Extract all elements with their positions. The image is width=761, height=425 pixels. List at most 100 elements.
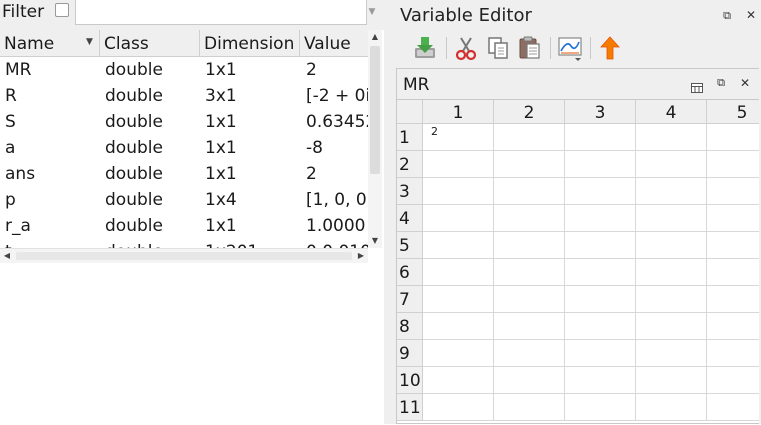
- vertical-scroll-thumb[interactable]: [370, 46, 380, 174]
- sort-descending-icon[interactable]: ▼: [86, 37, 93, 47]
- column-header[interactable]: 4: [636, 100, 707, 124]
- grid-cell[interactable]: [423, 394, 494, 421]
- scroll-right-icon[interactable]: ▶: [357, 251, 365, 260]
- row-header[interactable]: 8: [397, 313, 423, 340]
- grid-cell[interactable]: [636, 313, 707, 340]
- grid-cell[interactable]: [494, 124, 565, 151]
- grid-cell[interactable]: [707, 286, 759, 313]
- row-header[interactable]: 3: [397, 178, 423, 205]
- grid-cell[interactable]: 2: [423, 124, 494, 151]
- row-header[interactable]: 4: [397, 205, 423, 232]
- grid-cell[interactable]: [565, 259, 636, 286]
- row-header[interactable]: 5: [397, 232, 423, 259]
- grid-cell[interactable]: [494, 232, 565, 259]
- close-icon[interactable]: ✕: [739, 76, 751, 90]
- copy-icon[interactable]: [484, 34, 512, 62]
- grid-cell[interactable]: [423, 367, 494, 394]
- grid-cell[interactable]: [707, 205, 759, 232]
- grid-cell[interactable]: [636, 367, 707, 394]
- cut-icon[interactable]: [452, 34, 480, 62]
- grid-cell[interactable]: [494, 178, 565, 205]
- grid-cell[interactable]: [636, 151, 707, 178]
- grid-cell[interactable]: [565, 340, 636, 367]
- filter-dropdown-icon[interactable]: ▼: [368, 7, 376, 17]
- grid-cell[interactable]: [565, 367, 636, 394]
- column-header-dimension[interactable]: Dimension: [200, 30, 300, 56]
- row-header[interactable]: 10: [397, 367, 423, 394]
- scroll-left-icon[interactable]: ◀: [3, 251, 11, 260]
- row-header[interactable]: 2: [397, 151, 423, 178]
- grid-cell[interactable]: [707, 313, 759, 340]
- grid-cell[interactable]: [494, 367, 565, 394]
- column-header-name[interactable]: Name: [0, 30, 100, 56]
- grid-cell[interactable]: [707, 367, 759, 394]
- vertical-scrollbar[interactable]: ▲ ▼: [368, 30, 382, 248]
- plot-icon[interactable]: [556, 34, 584, 62]
- table-row[interactable]: ans double 1x1 2: [0, 160, 368, 186]
- table-row[interactable]: r_a double 1x1 1.0000: [0, 212, 368, 238]
- grid-cell[interactable]: [636, 286, 707, 313]
- grid-cell[interactable]: [494, 286, 565, 313]
- grid-cell[interactable]: [636, 205, 707, 232]
- filter-checkbox[interactable]: [55, 3, 69, 17]
- grid-cell[interactable]: [636, 394, 707, 421]
- scroll-down-icon[interactable]: ▼: [371, 236, 379, 245]
- horizontal-scrollbar[interactable]: ◀ ▶: [0, 248, 368, 263]
- close-icon[interactable]: ✕: [745, 8, 757, 22]
- grid-cell[interactable]: [707, 232, 759, 259]
- grid-cell[interactable]: [565, 394, 636, 421]
- table-row[interactable]: MR double 1x1 2: [0, 56, 368, 82]
- grid-cell[interactable]: [636, 124, 707, 151]
- grid-cell[interactable]: [494, 313, 565, 340]
- scroll-up-icon[interactable]: ▲: [371, 32, 379, 41]
- corner-cell[interactable]: [397, 100, 423, 124]
- grid-cell[interactable]: [636, 178, 707, 205]
- row-header[interactable]: 6: [397, 259, 423, 286]
- grid-cell[interactable]: [636, 259, 707, 286]
- column-header-value[interactable]: Value: [304, 34, 351, 54]
- column-header[interactable]: 5: [707, 100, 759, 124]
- grid-cell[interactable]: [423, 340, 494, 367]
- grid-cell[interactable]: [423, 313, 494, 340]
- grid-cell[interactable]: [707, 178, 759, 205]
- grid-cell[interactable]: [494, 259, 565, 286]
- grid-cell[interactable]: [423, 151, 494, 178]
- undock-icon[interactable]: ⧉: [717, 76, 725, 89]
- grid-cell[interactable]: [494, 394, 565, 421]
- table-row[interactable]: tdouble 1x201 0 0.010: [0, 238, 368, 248]
- column-header-class[interactable]: Class: [100, 30, 200, 56]
- grid-cell[interactable]: [423, 286, 494, 313]
- row-header[interactable]: 9: [397, 340, 423, 367]
- undock-icon[interactable]: ⧉: [723, 9, 731, 22]
- variable-tab[interactable]: MR ⧉ ✕: [397, 69, 759, 100]
- up-arrow-icon[interactable]: [596, 34, 624, 62]
- grid-cell[interactable]: [565, 286, 636, 313]
- column-header[interactable]: 2: [494, 100, 565, 124]
- grid-cell[interactable]: [423, 205, 494, 232]
- grid-cell[interactable]: [565, 313, 636, 340]
- grid-cell[interactable]: [565, 205, 636, 232]
- grid-icon[interactable]: [691, 78, 703, 93]
- grid-cell[interactable]: [494, 340, 565, 367]
- grid-cell[interactable]: [707, 259, 759, 286]
- table-row[interactable]: a double 1x1 -8: [0, 134, 368, 160]
- grid-cell[interactable]: [423, 232, 494, 259]
- grid-cell[interactable]: [565, 178, 636, 205]
- paste-icon[interactable]: [516, 34, 544, 62]
- table-row[interactable]: p double 1x4 [1, 0, 0,: [0, 186, 368, 212]
- grid-cell[interactable]: [565, 232, 636, 259]
- row-header[interactable]: 11: [397, 394, 423, 421]
- grid-cell[interactable]: [707, 340, 759, 367]
- filter-input[interactable]: [75, 0, 367, 25]
- grid-cell[interactable]: [636, 340, 707, 367]
- grid-cell[interactable]: [494, 151, 565, 178]
- grid-cell[interactable]: [423, 178, 494, 205]
- grid-cell[interactable]: [707, 151, 759, 178]
- grid-cell[interactable]: [423, 259, 494, 286]
- grid-cell[interactable]: [494, 205, 565, 232]
- grid-cell[interactable]: [565, 124, 636, 151]
- grid-cell[interactable]: [707, 124, 759, 151]
- row-header[interactable]: 7: [397, 286, 423, 313]
